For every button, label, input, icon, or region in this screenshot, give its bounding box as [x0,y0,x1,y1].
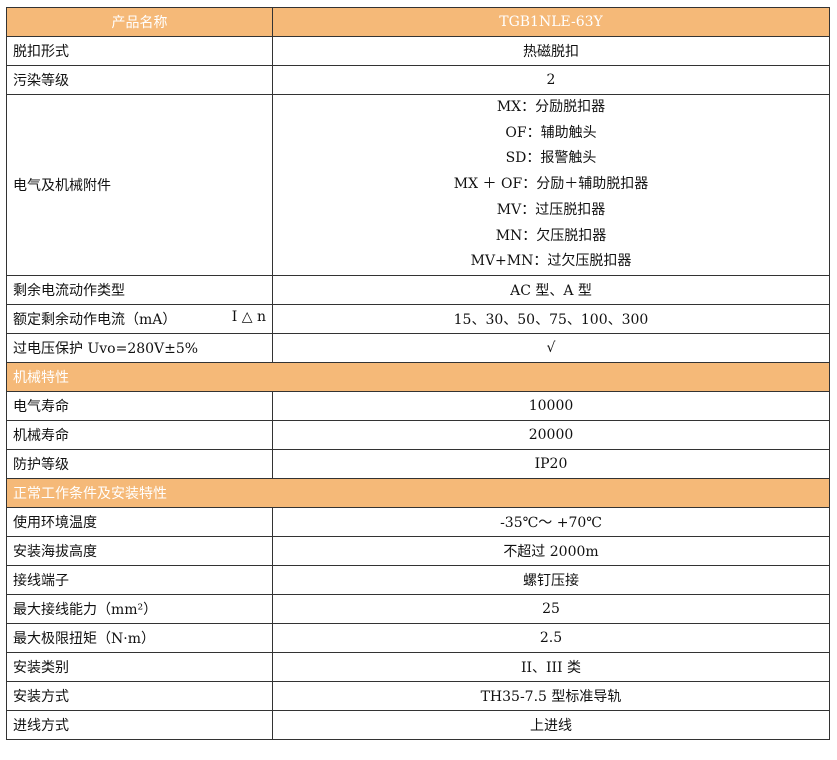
row-value: 20000 [272,419,830,450]
row-label: 脱扣形式 [6,36,273,66]
row-label-cell: 额定剩余动作电流（mA） I △ n [6,303,273,334]
row-value: 25 [272,593,830,624]
row-label: 进线方式 [6,709,273,740]
accessory-item: OF：辅助触头 [505,124,597,141]
row-value: 螺钉压接 [272,564,830,595]
row-label: 机械寿命 [6,419,273,450]
row-value: IP20 [272,448,830,479]
table-row: 额定剩余动作电流（mA） I △ n 15、30、50、75、100、300 [6,303,830,334]
row-label: 接线端子 [6,564,273,595]
row-value: 10000 [272,390,830,421]
section-title: 正常工作条件及安装特性 [6,477,830,508]
table-row: 污染等级 2 [6,65,830,95]
row-value: II、III 类 [272,651,830,682]
table-row: 安装方式 TH35-7.5 型标准导轨 [6,680,830,711]
section-header: 机械特性 [6,361,830,392]
table-row: 防护等级 IP20 [6,448,830,479]
accessory-item: MN：欠压脱扣器 [495,227,607,244]
row-value: 热磁脱扣 [272,36,830,66]
row-value: AC 型、A 型 [272,274,830,305]
accessories-list: MX：分励脱扣器 OF：辅助触头 SD：报警触头 MX ＋ OF：分励＋辅助脱扣… [272,94,830,276]
table-row: 脱扣形式 热磁脱扣 [6,36,830,66]
section-header: 正常工作条件及安装特性 [6,477,830,508]
row-label-suffix: I △ n [231,308,266,325]
row-label: 电气寿命 [6,390,273,421]
row-label: 电气及机械附件 [6,94,273,276]
row-value: TH35-7.5 型标准导轨 [272,680,830,711]
accessory-item: SD：报警触头 [505,150,597,167]
row-label: 过电压保护 Uvo=280V±5% [6,332,273,363]
table-row: 过电压保护 Uvo=280V±5% √ [6,332,830,363]
table-row: 最大极限扭矩（N·m） 2.5 [6,622,830,653]
table-row: 安装海拔高度 不超过 2000m [6,535,830,566]
accessory-item: MV+MN：过欠压脱扣器 [470,253,632,270]
table-header: 产品名称 TGB1NLE-63Y [6,7,830,37]
table-row: 使用环境温度 -35℃～ +70℃ [6,506,830,537]
row-value: 15、30、50、75、100、300 [272,303,830,334]
row-label: 最大极限扭矩（N·m） [6,622,273,653]
row-value: √ [272,332,830,363]
row-label: 安装方式 [6,680,273,711]
header-label: 产品名称 [6,7,273,37]
table-row: 剩余电流动作类型 AC 型、A 型 [6,274,830,305]
section-title: 机械特性 [6,361,830,392]
table-row: 接线端子 螺钉压接 [6,564,830,595]
accessory-item: MV：过压脱扣器 [496,201,606,218]
row-label: 安装海拔高度 [6,535,273,566]
table-row: 电气寿命 10000 [6,390,830,421]
row-label: 防护等级 [6,448,273,479]
table-row: 进线方式 上进线 [6,709,830,740]
table-row: 机械寿命 20000 [6,419,830,450]
row-label: 污染等级 [6,65,273,95]
table-row: 安装类别 II、III 类 [6,651,830,682]
accessory-item: MX ＋ OF：分励＋辅助脱扣器 [453,176,649,193]
row-value: 2 [272,65,830,95]
row-value: 2.5 [272,622,830,653]
table-row-accessories: 电气及机械附件 MX：分励脱扣器 OF：辅助触头 SD：报警触头 MX ＋ OF… [6,94,830,276]
header-value: TGB1NLE-63Y [272,7,830,37]
spec-table: 产品名称 TGB1NLE-63Y 脱扣形式 热磁脱扣 污染等级 2 电气及机械附件 … [6,7,830,740]
row-label: 最大接线能力（mm²） [6,593,273,624]
row-label: 使用环境温度 [6,506,273,537]
row-label: 安装类别 [6,651,273,682]
row-value: 上进线 [272,709,830,740]
row-label: 额定剩余动作电流（mA） [13,311,177,328]
row-value: 不超过 2000m [272,535,830,566]
row-value: -35℃～ +70℃ [272,506,830,537]
accessory-item: MX：分励脱扣器 [496,99,606,115]
row-label: 剩余电流动作类型 [6,274,273,305]
table-row: 最大接线能力（mm²） 25 [6,593,830,624]
